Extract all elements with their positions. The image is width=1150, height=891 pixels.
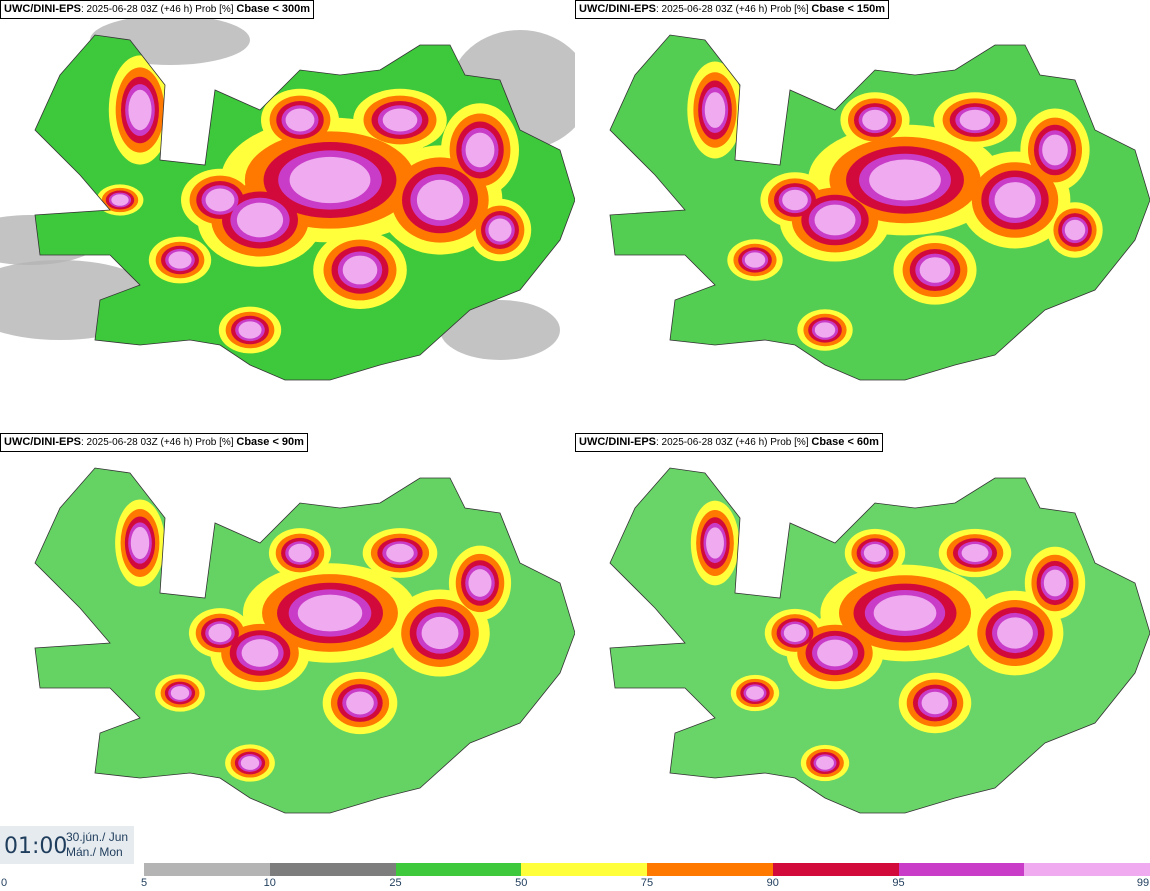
- colorbar-tick-label: 25: [389, 877, 402, 889]
- panel-title: UWC/DINI-EPS: 2025-06-28 03Z (+46 h) Pro…: [0, 433, 308, 452]
- colorbar-tick-label: 99: [1136, 877, 1150, 889]
- probability-contour: [814, 204, 856, 236]
- probability-contour: [130, 526, 150, 560]
- probability-contour: [236, 202, 284, 238]
- coastline: [34, 34, 575, 381]
- probability-contour: [782, 189, 808, 211]
- probability-contour: [488, 218, 512, 242]
- probability-contour: [170, 686, 190, 700]
- colorbar-tick-label: 10: [263, 877, 276, 889]
- probability-contour: [386, 543, 414, 563]
- map-panel-150m: UWC/DINI-EPS: 2025-06-28 03Z (+46 h) Pro…: [575, 0, 1150, 430]
- probability-contour: [241, 639, 279, 667]
- probability-contour: [297, 594, 363, 632]
- colorbar-tick-label: 0: [0, 877, 8, 889]
- probability-contour: [416, 179, 464, 221]
- probability-contour: [465, 132, 495, 168]
- colorbar-tick-label: 75: [640, 877, 654, 889]
- probability-contour: [783, 624, 807, 642]
- colorbar-segment: [647, 863, 773, 876]
- probability-contour: [205, 188, 235, 212]
- map-panel-90m: UWC/DINI-EPS: 2025-06-28 03Z (+46 h) Pro…: [0, 433, 575, 863]
- colorbar-segment: [144, 863, 270, 876]
- probability-contour: [744, 252, 766, 268]
- colorbar-segment: [772, 863, 899, 876]
- probability-contour: [814, 322, 836, 338]
- coastline: [34, 467, 575, 814]
- probability-colorbar: [144, 863, 1150, 876]
- colorbar-segment: [1024, 863, 1150, 876]
- probability-contour: [1064, 219, 1086, 241]
- probability-contour: [128, 89, 152, 131]
- probability-contour: [997, 617, 1033, 649]
- probability-contour: [863, 544, 887, 562]
- probability-contour: [240, 756, 260, 770]
- map-panel-300m: UWC/DINI-EPS: 2025-06-28 03Z (+46 h) Pro…: [0, 0, 575, 430]
- colorbar-tick-label: 5: [140, 877, 148, 889]
- panel-title: UWC/DINI-EPS: 2025-06-28 03Z (+46 h) Pro…: [575, 0, 890, 19]
- probability-contour: [961, 544, 989, 562]
- probability-contour: [346, 691, 374, 715]
- probability-contour: [919, 257, 951, 283]
- probability-contour: [862, 109, 888, 131]
- sea-field: [440, 300, 560, 360]
- probability-contour: [706, 527, 724, 559]
- probability-contour: [816, 756, 834, 770]
- valid-date: 30.jún./ Jun Mán./ Mon: [66, 830, 129, 859]
- iceland-probability-map: [0, 15, 575, 381]
- probability-contour: [111, 194, 129, 206]
- iceland-probability-map: [609, 34, 1150, 381]
- coastline: [609, 467, 1150, 814]
- colorbar-segment: [898, 863, 1025, 876]
- colorbar-tick-label: 90: [766, 877, 779, 889]
- probability-contour: [994, 182, 1036, 218]
- probability-contour: [285, 108, 315, 132]
- colorbar-segment: [269, 863, 396, 876]
- valid-time-box: 01:00 30.jún./ Jun Mán./ Mon: [0, 826, 134, 864]
- probability-contour: [1043, 569, 1067, 597]
- coastline: [609, 34, 1150, 381]
- panel-title: UWC/DINI-EPS: 2025-06-28 03Z (+46 h) Pro…: [575, 433, 883, 452]
- probability-contour: [238, 321, 262, 339]
- iceland-probability-map: [34, 467, 575, 814]
- probability-contour: [289, 156, 371, 204]
- probability-contour: [704, 92, 726, 128]
- probability-contour: [342, 255, 378, 285]
- probability-contour: [746, 686, 764, 700]
- probability-contour: [921, 691, 949, 715]
- probability-contour: [959, 109, 991, 131]
- probability-contour: [817, 639, 853, 667]
- probability-contour: [288, 543, 312, 563]
- colorbar-tick-label: 95: [892, 877, 905, 889]
- panel-title: UWC/DINI-EPS: 2025-06-28 03Z (+46 h) Pro…: [0, 0, 315, 19]
- colorbar-segment: [521, 863, 647, 876]
- probability-contour: [873, 595, 937, 631]
- iceland-probability-map: [609, 467, 1150, 814]
- valid-time: 01:00: [4, 834, 68, 859]
- probability-contour: [421, 616, 459, 650]
- probability-contour: [468, 569, 492, 597]
- colorbar-segment: [395, 863, 522, 876]
- map-panel-60m: UWC/DINI-EPS: 2025-06-28 03Z (+46 h) Pro…: [575, 433, 1150, 863]
- probability-contour: [869, 159, 941, 201]
- probability-contour: [168, 251, 192, 269]
- probability-contour: [208, 623, 232, 643]
- probability-contour: [382, 108, 418, 132]
- colorbar-tick-label: 50: [515, 877, 528, 889]
- probability-contour: [1042, 134, 1068, 166]
